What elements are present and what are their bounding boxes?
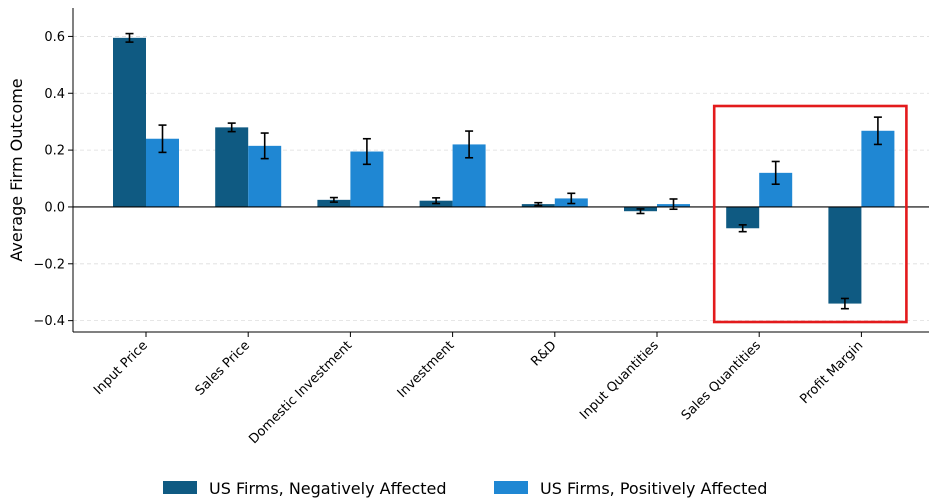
error-bar <box>227 122 236 133</box>
x-tick-label: Sales Quantities <box>679 338 764 423</box>
bars <box>113 37 895 304</box>
y-tick-label: 0.4 <box>44 87 65 102</box>
error-bar <box>534 201 543 207</box>
x-tick-label: Profit Margin <box>797 338 866 407</box>
error-bar <box>738 224 747 233</box>
legend-swatch <box>494 481 528 494</box>
highlight-rectangle <box>712 104 908 324</box>
y-tick-label: −0.2 <box>33 257 65 272</box>
error-bars <box>125 32 882 310</box>
legend-label: US Firms, Negatively Affected <box>209 479 447 498</box>
x-tick-label: Input Quantities <box>577 338 662 423</box>
error-bar <box>329 196 338 203</box>
y-tick-label: 0.6 <box>44 30 65 45</box>
legend: US Firms, Negatively Affected US Firms, P… <box>163 479 767 498</box>
error-bar <box>260 132 269 160</box>
axes <box>72 8 929 333</box>
y-ticks: −0.4 −0.2 0.0 0.2 0.4 0.6 <box>33 30 73 329</box>
x-tick-label: Domestic Investment <box>246 338 355 447</box>
y-tick-label: 0.2 <box>44 144 65 159</box>
y-tick-label: 0.0 <box>44 200 65 215</box>
bar-negatively-affected <box>726 206 760 229</box>
x-tick-label: Input Price <box>91 338 151 398</box>
error-bar <box>125 32 134 43</box>
error-bar <box>158 124 167 154</box>
legend-label: US Firms, Positively Affected <box>540 479 767 498</box>
error-bar <box>432 197 441 205</box>
x-tick-label: Investment <box>395 338 458 401</box>
error-bar <box>465 130 474 159</box>
y-tick-label: −0.4 <box>33 314 65 329</box>
error-bar <box>362 137 371 166</box>
legend-item: US Firms, Positively Affected <box>494 479 767 498</box>
x-tick-label: R&D <box>528 338 559 369</box>
gridlines <box>73 36 929 322</box>
bar-negatively-affected <box>113 37 146 207</box>
x-tick-label: Sales Price <box>193 338 253 398</box>
legend-item: US Firms, Negatively Affected <box>163 479 447 498</box>
bar-negatively-affected <box>828 206 862 304</box>
error-bar <box>873 116 882 146</box>
bar-negatively-affected <box>215 127 249 207</box>
legend-swatch <box>163 481 197 494</box>
error-bar <box>771 160 780 186</box>
bar-negatively-affected <box>317 199 351 207</box>
highlight-box <box>712 104 908 324</box>
error-bar <box>669 198 678 211</box>
error-bar <box>636 208 645 215</box>
error-bar <box>840 297 849 310</box>
y-axis-label: Average Firm Outcome <box>7 78 26 261</box>
error-bar <box>567 192 576 205</box>
